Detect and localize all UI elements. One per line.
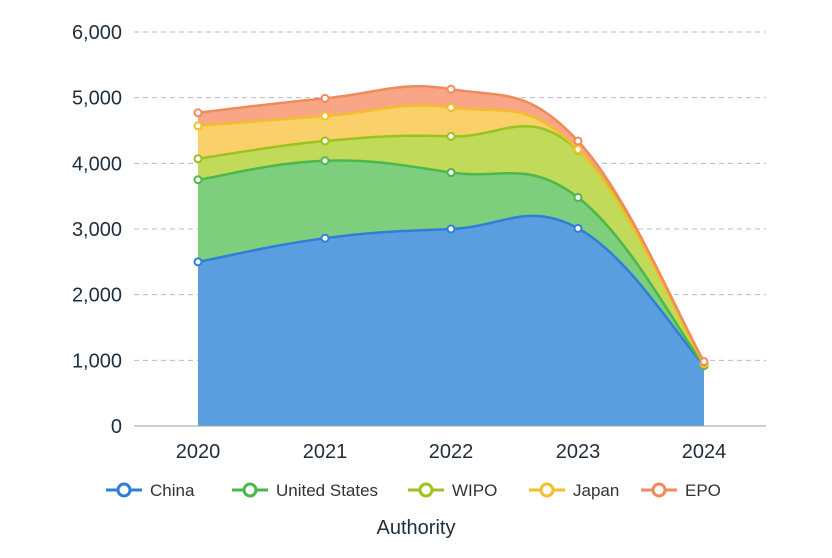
legend-label: EPO — [685, 481, 721, 500]
point-epo — [322, 95, 329, 102]
point-china — [195, 258, 202, 265]
stacked-area-chart: 0 1,000 2,000 3,000 4,000 5,000 6,000 2020 2021… — [0, 0, 832, 558]
point-epo — [575, 138, 582, 145]
point-japan — [575, 146, 582, 153]
y-tick-label: 4,000 — [72, 153, 122, 175]
legend-marker — [653, 484, 665, 496]
x-tick-label: 2023 — [556, 441, 601, 463]
y-tick-label: 0 — [111, 416, 122, 438]
point-china — [575, 225, 582, 232]
y-axis-ticks: 0 1,000 2,000 3,000 4,000 5,000 6,000 — [72, 22, 122, 438]
y-tick-label: 3,000 — [72, 219, 122, 241]
legend-label: Japan — [573, 481, 619, 500]
point-epo — [701, 358, 708, 365]
x-tick-label: 2022 — [429, 441, 474, 463]
point-japan — [195, 122, 202, 129]
legend-label: China — [150, 481, 195, 500]
legend-item: EPO — [641, 481, 721, 500]
point-epo — [195, 109, 202, 116]
legend-item: WIPO — [408, 481, 497, 500]
legend-item: Japan — [529, 481, 619, 500]
x-axis-title: Authority — [377, 517, 456, 539]
point-wipo — [322, 138, 329, 145]
y-tick-label: 1,000 — [72, 350, 122, 372]
point-china — [448, 226, 455, 233]
legend-label: WIPO — [452, 481, 497, 500]
x-axis-ticks: 2020 2021 2022 2023 2024 — [176, 441, 727, 463]
legend-marker — [420, 484, 432, 496]
point-united-states — [195, 176, 202, 183]
x-tick-label: 2024 — [682, 441, 727, 463]
legend-marker — [118, 484, 130, 496]
point-wipo — [448, 133, 455, 140]
legend-label: United States — [276, 481, 378, 500]
x-tick-label: 2021 — [303, 441, 348, 463]
x-tick-label: 2020 — [176, 441, 221, 463]
point-epo — [448, 86, 455, 93]
legend-marker — [541, 484, 553, 496]
point-united-states — [322, 157, 329, 164]
point-japan — [448, 104, 455, 111]
point-united-states — [575, 194, 582, 201]
y-tick-label: 6,000 — [72, 22, 122, 44]
point-china — [322, 235, 329, 242]
point-united-states — [448, 169, 455, 176]
legend-marker — [244, 484, 256, 496]
y-tick-label: 5,000 — [72, 88, 122, 110]
legend-item: China — [106, 481, 195, 500]
point-japan — [322, 113, 329, 120]
point-wipo — [195, 155, 202, 162]
legend-item: United States — [232, 481, 378, 500]
y-tick-label: 2,000 — [72, 285, 122, 307]
legend: China United States WIPO Japan EPO — [106, 481, 721, 500]
